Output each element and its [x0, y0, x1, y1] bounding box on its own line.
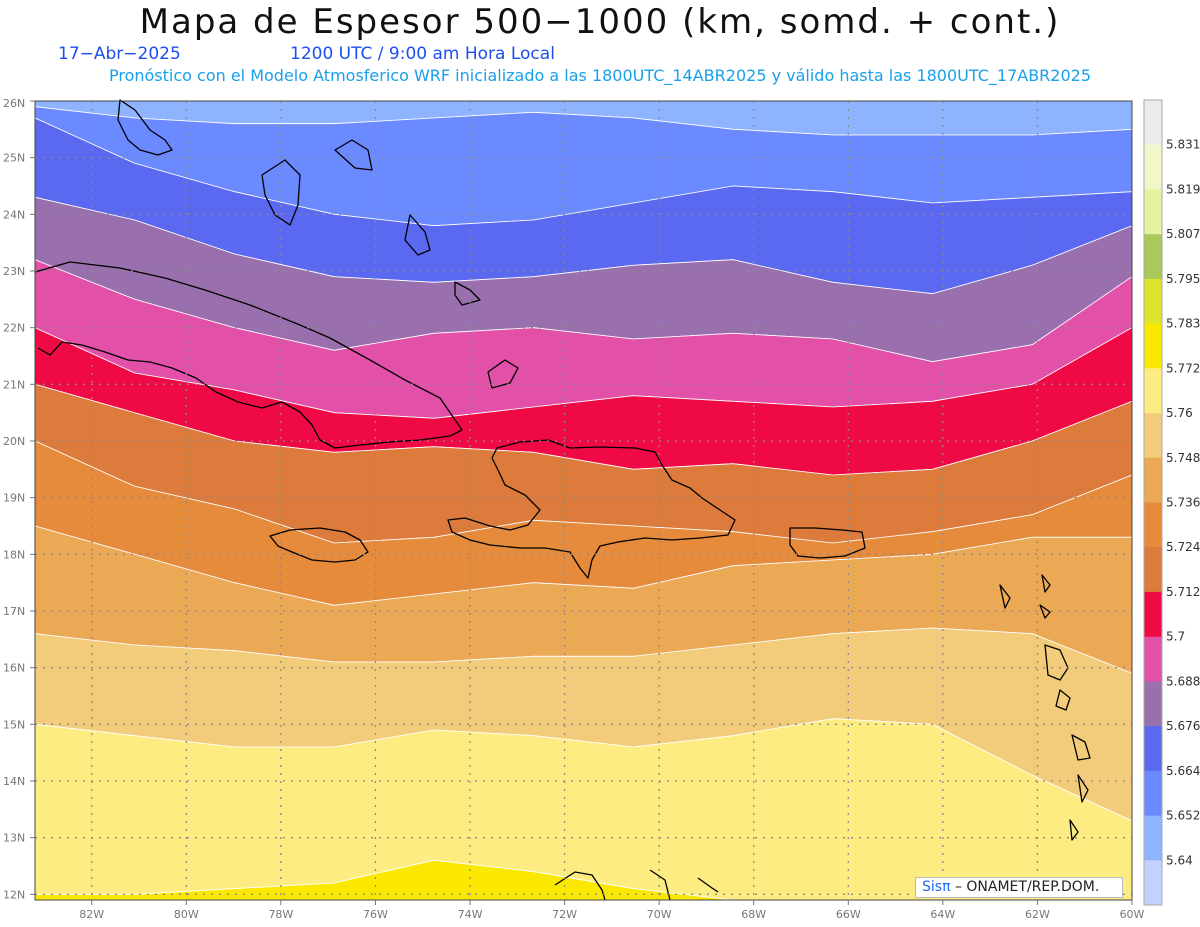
forecast-time: 1200 UTC / 9:00 am Hora Local	[290, 44, 555, 64]
forecast-date: 17−Abr−2025	[58, 44, 181, 64]
colorbar-label: 5.736	[1166, 496, 1200, 510]
colorbar-label: 5.783	[1166, 317, 1200, 331]
map-frame	[34, 100, 1133, 901]
colorbar-swatch	[1144, 457, 1162, 503]
colorbar-label: 5.664	[1166, 764, 1200, 778]
colorbar-swatch	[1144, 278, 1162, 325]
lat-tick-label: 16N	[3, 662, 25, 675]
lon-tick-label: 62W	[1025, 908, 1050, 921]
lon-tick-label: 64W	[930, 908, 955, 921]
latitude-labels: 12N 13N 14N 15N 16N 17N 18N 19N 20N 21N 22N 23N 24N 2…	[3, 97, 35, 901]
colorbar-label: 5.712	[1166, 585, 1200, 599]
colorbar-label: 5.652	[1166, 809, 1200, 823]
sispi-logo: Sisπ	[922, 879, 951, 895]
colorbar-swatch	[1144, 234, 1162, 280]
lon-tick-label: 82W	[79, 908, 104, 921]
colorbar-swatch	[1144, 502, 1162, 548]
longitude-labels: 82W 80W 78W 76W 74W 72W 70W 68W 66W 64W 62W 60W	[79, 900, 1145, 921]
puerto-rico-coastline	[789, 527, 866, 559]
colorbar-label: 5.7	[1166, 630, 1185, 644]
lat-tick-label: 24N	[3, 208, 25, 221]
colorbar-swatch	[1144, 591, 1162, 638]
south-america-coastline	[554, 869, 719, 901]
bahamas-coastline	[117, 99, 519, 389]
lat-tick-label: 20N	[3, 435, 25, 448]
lon-tick-label: 68W	[741, 908, 766, 921]
lon-tick-label: 76W	[363, 908, 388, 921]
lon-tick-label: 66W	[836, 908, 861, 921]
colorbar-swatch	[1144, 681, 1162, 727]
colorbar-swatch	[1144, 726, 1162, 772]
colorbar-label: 5.819	[1166, 182, 1200, 196]
colorbar-swatch	[1144, 770, 1162, 816]
lat-tick-label: 26N	[3, 97, 25, 110]
colorbar-swatch	[1144, 860, 1162, 906]
colorbar-swatch	[1144, 636, 1162, 682]
lon-tick-label: 78W	[268, 908, 293, 921]
lat-tick-label: 23N	[3, 265, 25, 278]
lat-tick-label: 25N	[3, 152, 25, 165]
lat-tick-label: 13N	[3, 832, 25, 845]
lon-tick-label: 60W	[1120, 908, 1145, 921]
lon-tick-label: 80W	[174, 908, 199, 921]
colorbar-label: 5.748	[1166, 451, 1200, 465]
coastlines	[34, 99, 1091, 901]
lat-tick-label: 12N	[3, 888, 25, 901]
model-subtitle: Pronóstico con el Modelo Atmosferico WRF…	[108, 66, 1091, 85]
lat-tick-label: 19N	[3, 492, 25, 505]
lon-tick-label: 70W	[647, 908, 672, 921]
jamaica-coastline	[269, 527, 369, 563]
lon-tick-label: 74W	[458, 908, 483, 921]
colorbar-label: 5.772	[1166, 361, 1200, 375]
colorbar-label: 5.76	[1166, 406, 1193, 420]
hispaniola-coastline	[447, 439, 736, 579]
thickness-bands	[34, 100, 1133, 901]
lat-tick-label: 22N	[3, 322, 25, 335]
credit-text: – ONAMET/REP.DOM.	[954, 879, 1100, 895]
colorbar-label: 5.688	[1166, 674, 1200, 688]
cuba-coastline	[34, 261, 463, 449]
colorbar-label: 5.64	[1166, 853, 1193, 867]
map-title: Mapa de Espesor 500−1000 (km, somd. + co…	[139, 2, 1061, 42]
lesser-antilles-coastline	[999, 574, 1091, 841]
graticule-grid	[35, 101, 1132, 900]
colorbar-swatch	[1144, 815, 1162, 861]
credit-box: Sisπ – ONAMET/REP.DOM.	[915, 877, 1123, 898]
colorbar-frame	[1143, 99, 1163, 906]
lat-tick-label: 21N	[3, 378, 25, 391]
colorbar-swatch	[1144, 144, 1162, 190]
lat-tick-label: 18N	[3, 548, 25, 561]
lon-tick-label: 72W	[552, 908, 577, 921]
lat-tick-label: 15N	[3, 718, 25, 731]
colorbar-swatch	[1144, 547, 1162, 593]
colorbar-swatch	[1144, 189, 1162, 235]
colorbar-label: 5.807	[1166, 227, 1200, 241]
colorbar-swatch	[1144, 368, 1162, 414]
lat-tick-label: 17N	[3, 605, 25, 618]
colorbar-label: 5.676	[1166, 719, 1200, 733]
colorbar-label: 5.795	[1166, 272, 1200, 286]
lat-tick-label: 14N	[3, 775, 25, 788]
colorbar: 5.831 5.819 5.807 5.795 5.783 5.772 5.76 5.748 5…	[1143, 99, 1200, 906]
colorbar-swatch	[1144, 100, 1162, 146]
colorbar-label: 5.831	[1166, 138, 1200, 152]
thickness-band	[34, 718, 1133, 901]
colorbar-label: 5.724	[1166, 540, 1200, 554]
colorbar-swatch	[1144, 413, 1162, 459]
colorbar-swatch	[1144, 323, 1162, 369]
